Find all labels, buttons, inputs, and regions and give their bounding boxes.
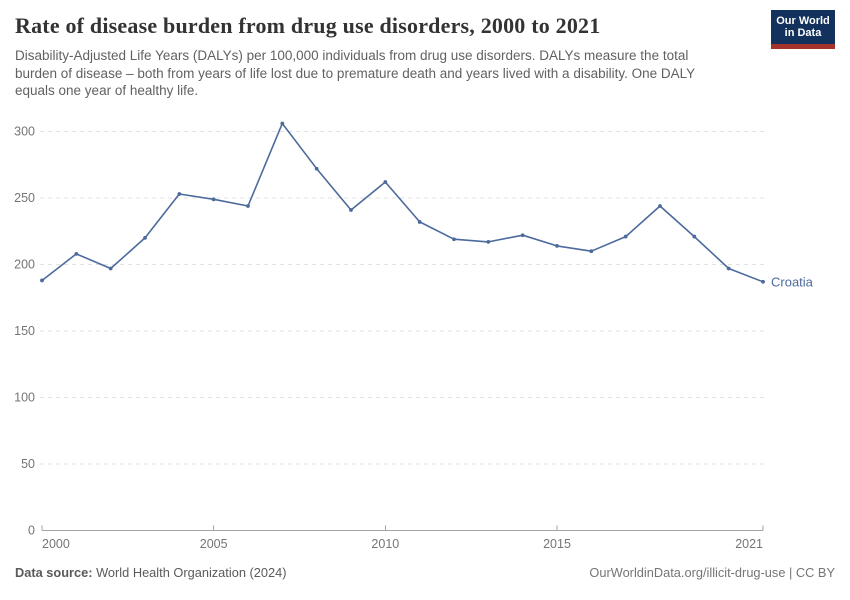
owid-logo-line2: in Data: [784, 27, 822, 39]
y-gridlines: [40, 131, 764, 465]
page-title: Rate of disease burden from drug use dis…: [15, 13, 601, 38]
y-tick-labels: 0 50 100 150 200 250 300: [14, 125, 35, 538]
svg-text:250: 250: [14, 191, 35, 205]
svg-text:2005: 2005: [200, 537, 228, 551]
svg-text:2000: 2000: [42, 537, 70, 551]
svg-text:0: 0: [28, 524, 35, 538]
owid-logo-line1: Our World: [776, 14, 830, 27]
owid-url-link[interactable]: OurWorldinData.org/illicit-drug-use | CC…: [589, 565, 835, 580]
data-source-value: World Health Organization (2024): [92, 565, 287, 580]
svg-text:2015: 2015: [543, 537, 571, 551]
svg-text:200: 200: [14, 258, 35, 272]
svg-text:100: 100: [14, 391, 35, 405]
chart-footer: Data source: World Health Organization (…: [15, 565, 835, 580]
svg-text:300: 300: [14, 125, 35, 139]
data-line: [41, 122, 764, 283]
series-end-label: Croatia: [771, 274, 814, 289]
svg-text:2010: 2010: [371, 537, 399, 551]
svg-text:150: 150: [14, 324, 35, 338]
data-points: [40, 121, 765, 284]
x-axis: [41, 525, 764, 531]
x-tick-labels: 2000 2005 2010 2015 2021: [42, 537, 763, 551]
svg-text:2021: 2021: [735, 537, 763, 551]
chart-subtitle: Disability-Adjusted Life Years (DALYs) p…: [15, 48, 695, 98]
owid-logo[interactable]: Our World in Data: [771, 10, 835, 49]
chart-header: Rate of disease burden from drug use dis…: [15, 10, 835, 100]
svg-text:50: 50: [21, 457, 35, 471]
data-source-label: Data source:: [15, 565, 93, 580]
data-source: Data source: World Health Organization (…: [15, 565, 286, 580]
